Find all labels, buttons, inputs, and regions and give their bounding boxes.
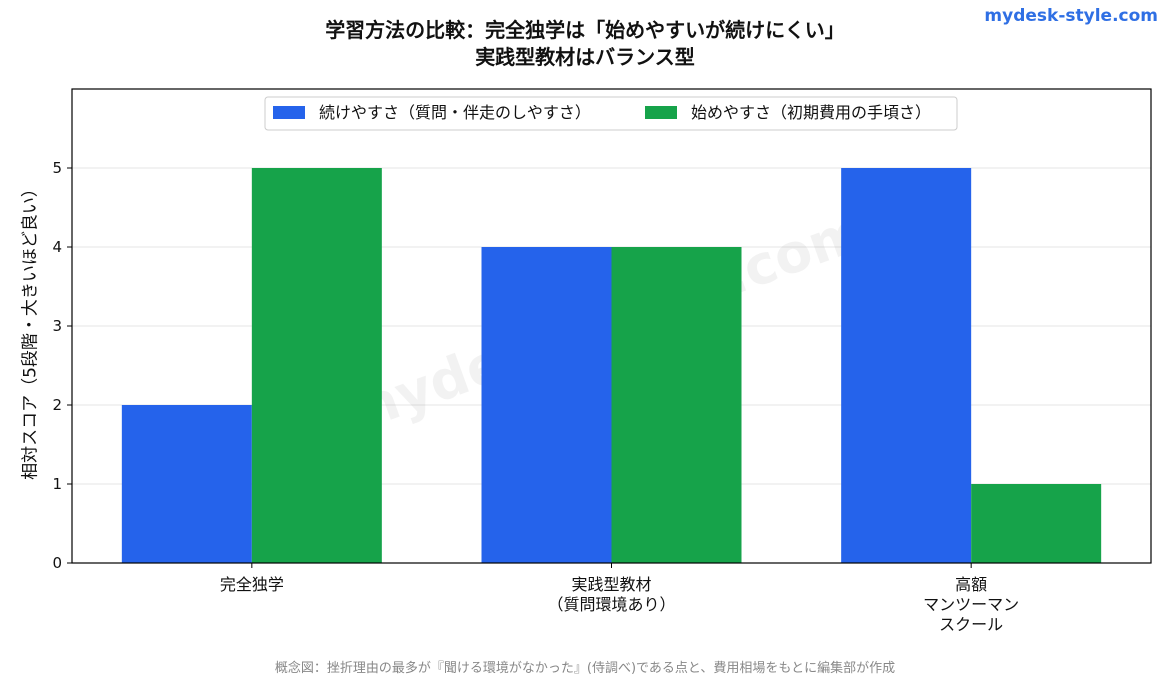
bar-1-3 <box>841 168 972 563</box>
bar-2-3 <box>971 484 1102 563</box>
legend-label: 続けやすさ（質問・伴走のしやすさ） <box>319 103 591 122</box>
y-tick-label: 4 <box>52 238 62 256</box>
y-tick-label: 3 <box>52 317 62 335</box>
legend-swatch <box>645 106 677 119</box>
y-tick-label: 0 <box>52 554 62 572</box>
y-tick-label: 1 <box>52 475 62 493</box>
bars <box>121 168 1102 563</box>
footnote: 概念図：挫折理由の最多が『聞ける環境がなかった』(侍調べ)である点と、費用相場を… <box>274 661 896 676</box>
x-tick-label: 実践型教材 <box>571 575 651 594</box>
y-tick-label: 2 <box>52 396 62 414</box>
x-tick-label: マンツーマン <box>923 595 1019 614</box>
chart-title-line2: 実践型教材はバランス型 <box>475 45 695 69</box>
bar-2-1 <box>251 168 382 563</box>
legend-box <box>264 96 958 131</box>
bar-2-2 <box>611 247 742 563</box>
brand-link[interactable]: mydesk-style.com <box>984 6 1158 26</box>
y-tick-label: 5 <box>52 159 62 177</box>
chart-title-line1: 学習方法の比較：完全独学は「始めやすいが続けにくい」 <box>325 18 845 42</box>
x-tick-label: スクール <box>939 615 1003 634</box>
legend-label: 始めやすさ（初期費用の手頃さ） <box>691 103 931 122</box>
x-tick-label: （質問環境あり） <box>547 595 675 614</box>
x-tick-label: 高額 <box>955 575 987 594</box>
bar-1-1 <box>121 405 252 563</box>
legend-swatch <box>273 106 305 119</box>
bar-1-2 <box>481 247 612 563</box>
legend: 続けやすさ（質問・伴走のしやすさ） 始めやすさ（初期費用の手頃さ） <box>264 96 958 131</box>
x-tick-label: 完全独学 <box>220 575 284 594</box>
